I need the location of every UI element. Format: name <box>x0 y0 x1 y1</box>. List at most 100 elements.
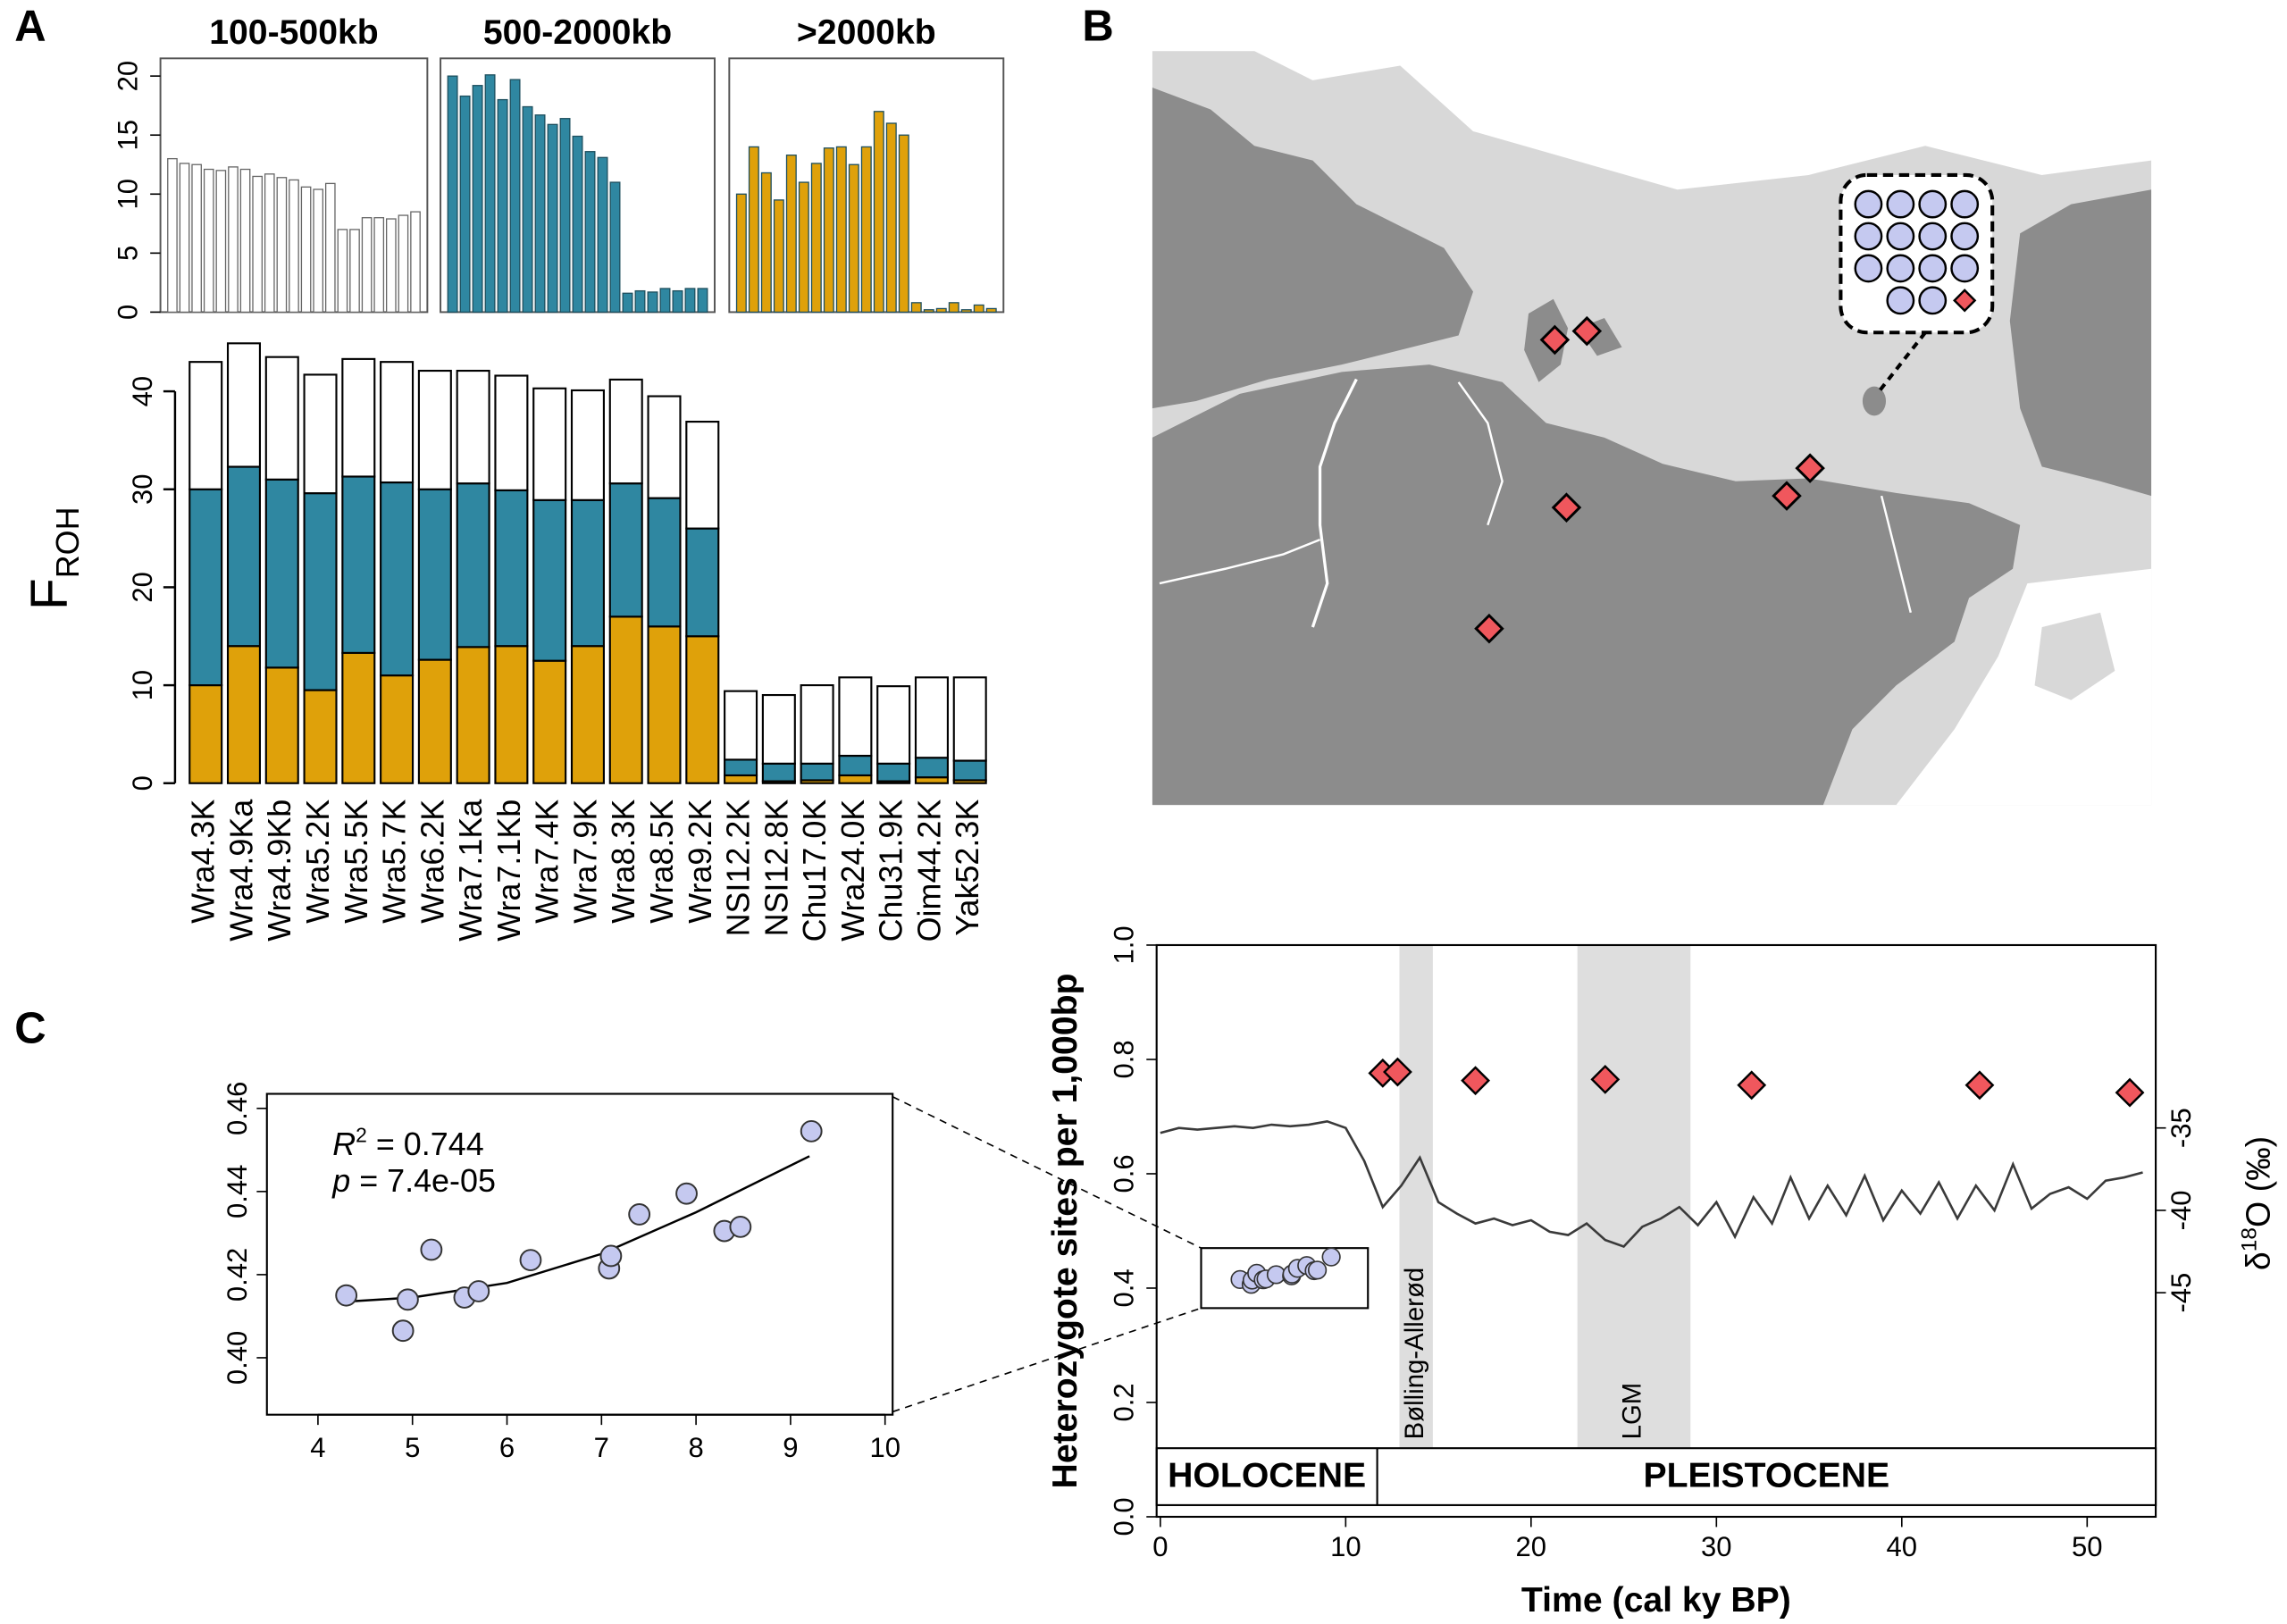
bar <box>810 163 822 314</box>
bar <box>373 217 385 314</box>
bar-segment <box>226 342 261 468</box>
bar-segment <box>838 676 873 758</box>
sample <box>1918 189 1948 219</box>
bar <box>337 229 348 314</box>
bar <box>684 288 696 314</box>
bar-segment <box>532 498 567 662</box>
bar-segment <box>456 646 490 784</box>
x-tick-label: 6 <box>499 1432 515 1463</box>
y-axis-label: F <box>21 578 79 610</box>
bar <box>264 173 275 314</box>
callout <box>1839 172 1995 335</box>
point <box>675 1182 698 1205</box>
sample <box>1854 254 1883 283</box>
annotation: p = 7.4e-05 <box>331 1162 496 1199</box>
bar-segment <box>380 481 415 677</box>
bar <box>349 229 360 314</box>
x-tick-label: 50 <box>2072 1531 2102 1562</box>
land <box>2009 189 2152 497</box>
zoom-line <box>892 1307 1202 1413</box>
x-tick-label: 8 <box>688 1432 703 1463</box>
bar-segment <box>456 369 490 485</box>
sample-point <box>1383 1057 1412 1087</box>
x-tick-label: NSI12.2K <box>720 799 757 937</box>
y2-tick-label: -35 <box>2166 1108 2197 1148</box>
x-tick-label: Wra7.1Kb <box>490 799 527 942</box>
bar <box>497 98 508 314</box>
y-tick-label: 0.8 <box>1109 1040 1140 1078</box>
plot-frame <box>1155 943 2157 1519</box>
bar-segment <box>303 492 338 691</box>
bar-segment <box>417 488 452 661</box>
y-tick-label: 0 <box>112 305 143 320</box>
bar-segment <box>417 369 452 490</box>
bar-segment <box>264 666 299 784</box>
bar <box>228 166 239 314</box>
land <box>1152 364 2021 806</box>
annotation: = 7.4e-05 <box>350 1162 496 1199</box>
x-tick-label: Wra8.3K <box>605 799 641 924</box>
x-tick-label: Wra24.0K <box>834 799 871 942</box>
bar <box>522 105 533 314</box>
bar <box>324 182 336 314</box>
bar-segment <box>838 754 873 777</box>
river <box>1457 381 1504 526</box>
bar-segment <box>685 635 720 784</box>
bar-segment <box>914 676 949 759</box>
y-tick-label: 0 <box>127 775 158 791</box>
bar <box>910 302 922 314</box>
sample <box>1854 222 1883 251</box>
site-marker <box>1551 492 1582 523</box>
bar <box>300 186 312 314</box>
period-label: LGM <box>1618 1383 1647 1440</box>
bar-segment <box>876 685 911 765</box>
map <box>1152 51 2152 806</box>
bar <box>735 193 747 314</box>
site-marker <box>1571 315 1603 347</box>
bar <box>386 218 397 314</box>
isotope-line <box>1160 1119 2143 1249</box>
bar <box>647 291 658 314</box>
panel-title: 100-500kb <box>209 13 378 52</box>
bar-segment <box>647 395 682 499</box>
bar <box>472 85 483 314</box>
y2-axis-label: O (‰) <box>2239 1136 2276 1227</box>
bar <box>447 75 458 314</box>
zoom-line <box>892 1096 1202 1249</box>
bar <box>773 199 784 314</box>
bar <box>835 146 847 314</box>
y-tick-label: 40 <box>127 376 158 407</box>
bar-segment <box>570 389 605 501</box>
bar-segment <box>724 690 758 761</box>
bar-segment <box>188 488 223 687</box>
bar-segment <box>952 676 987 762</box>
x-tick-label: Chu31.9K <box>873 799 909 942</box>
x-tick-label: 9 <box>783 1432 798 1463</box>
panel-title: >2000kb <box>797 13 936 52</box>
bar <box>597 156 608 314</box>
y2-axis-label: δ18O (‰) <box>2238 1136 2277 1270</box>
bar-segment <box>303 373 338 495</box>
bar <box>973 304 984 314</box>
bar-segment <box>724 774 758 784</box>
bar-segment <box>417 658 452 784</box>
bar <box>584 151 596 314</box>
bar <box>572 135 583 314</box>
period-label: Bølling-Allerød <box>1400 1268 1429 1440</box>
y-tick-label: 1.0 <box>1109 925 1140 964</box>
bar <box>484 74 496 314</box>
site-marker <box>1772 481 1802 511</box>
x-tick-label: Wra7.4K <box>529 799 565 924</box>
bar-segment <box>647 497 682 628</box>
bar-segment <box>570 498 605 648</box>
bar <box>547 123 558 314</box>
bar-segment <box>494 374 529 491</box>
x-tick-label: 5 <box>405 1432 420 1463</box>
x-tick-label: Wra6.2K <box>414 799 450 924</box>
sample <box>1918 254 1948 283</box>
y-tick-label: 0.46 <box>222 1082 253 1135</box>
bar-segment <box>264 356 299 481</box>
bar <box>923 309 934 314</box>
bar <box>848 163 859 314</box>
bar <box>659 288 671 314</box>
